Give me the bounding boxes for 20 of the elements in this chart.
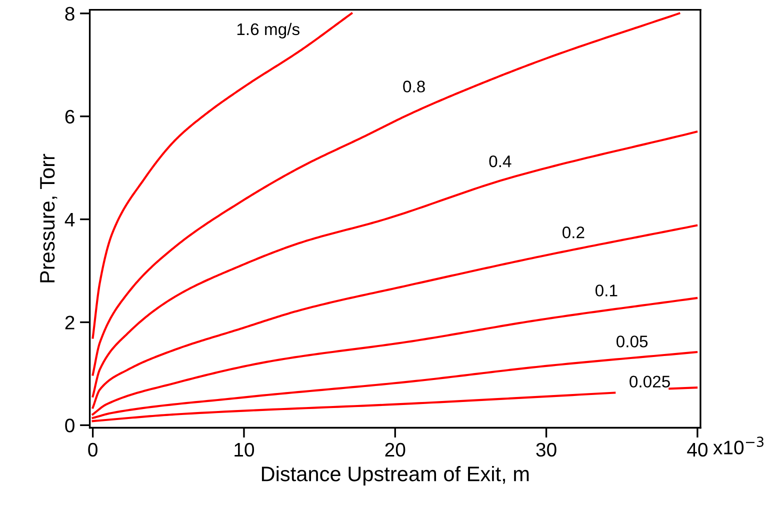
y-tick-label: 4 bbox=[64, 212, 75, 226]
y-tick-label: 2 bbox=[65, 316, 74, 330]
x-tick-label: 20 bbox=[385, 442, 406, 457]
x-tick-label: 30 bbox=[536, 442, 556, 457]
series-label: 0.05 bbox=[616, 336, 648, 348]
x-tick-label: 40 bbox=[687, 442, 708, 457]
y-axis-title: Pressure, Torr bbox=[40, 154, 58, 282]
y-tick-label: 0 bbox=[65, 418, 74, 432]
series-label: 0.4 bbox=[489, 155, 512, 168]
y-tick-label: 8 bbox=[65, 6, 74, 21]
x-axis-title: Distance Upstream of Exit, m bbox=[262, 466, 529, 486]
y-tick-label: 6 bbox=[65, 110, 74, 124]
series-label: 0.025 bbox=[630, 376, 670, 388]
x-tick-label: 0 bbox=[88, 442, 98, 457]
text: x10$^{−3}$ bbox=[713, 436, 764, 454]
series-label: 0.8 bbox=[403, 80, 425, 92]
series-label: 0.1 bbox=[595, 284, 618, 296]
series-label: 0.2 bbox=[562, 226, 584, 238]
series-label: 1.6 mg/s bbox=[237, 22, 300, 38]
x-tick-label: 10 bbox=[234, 442, 254, 457]
